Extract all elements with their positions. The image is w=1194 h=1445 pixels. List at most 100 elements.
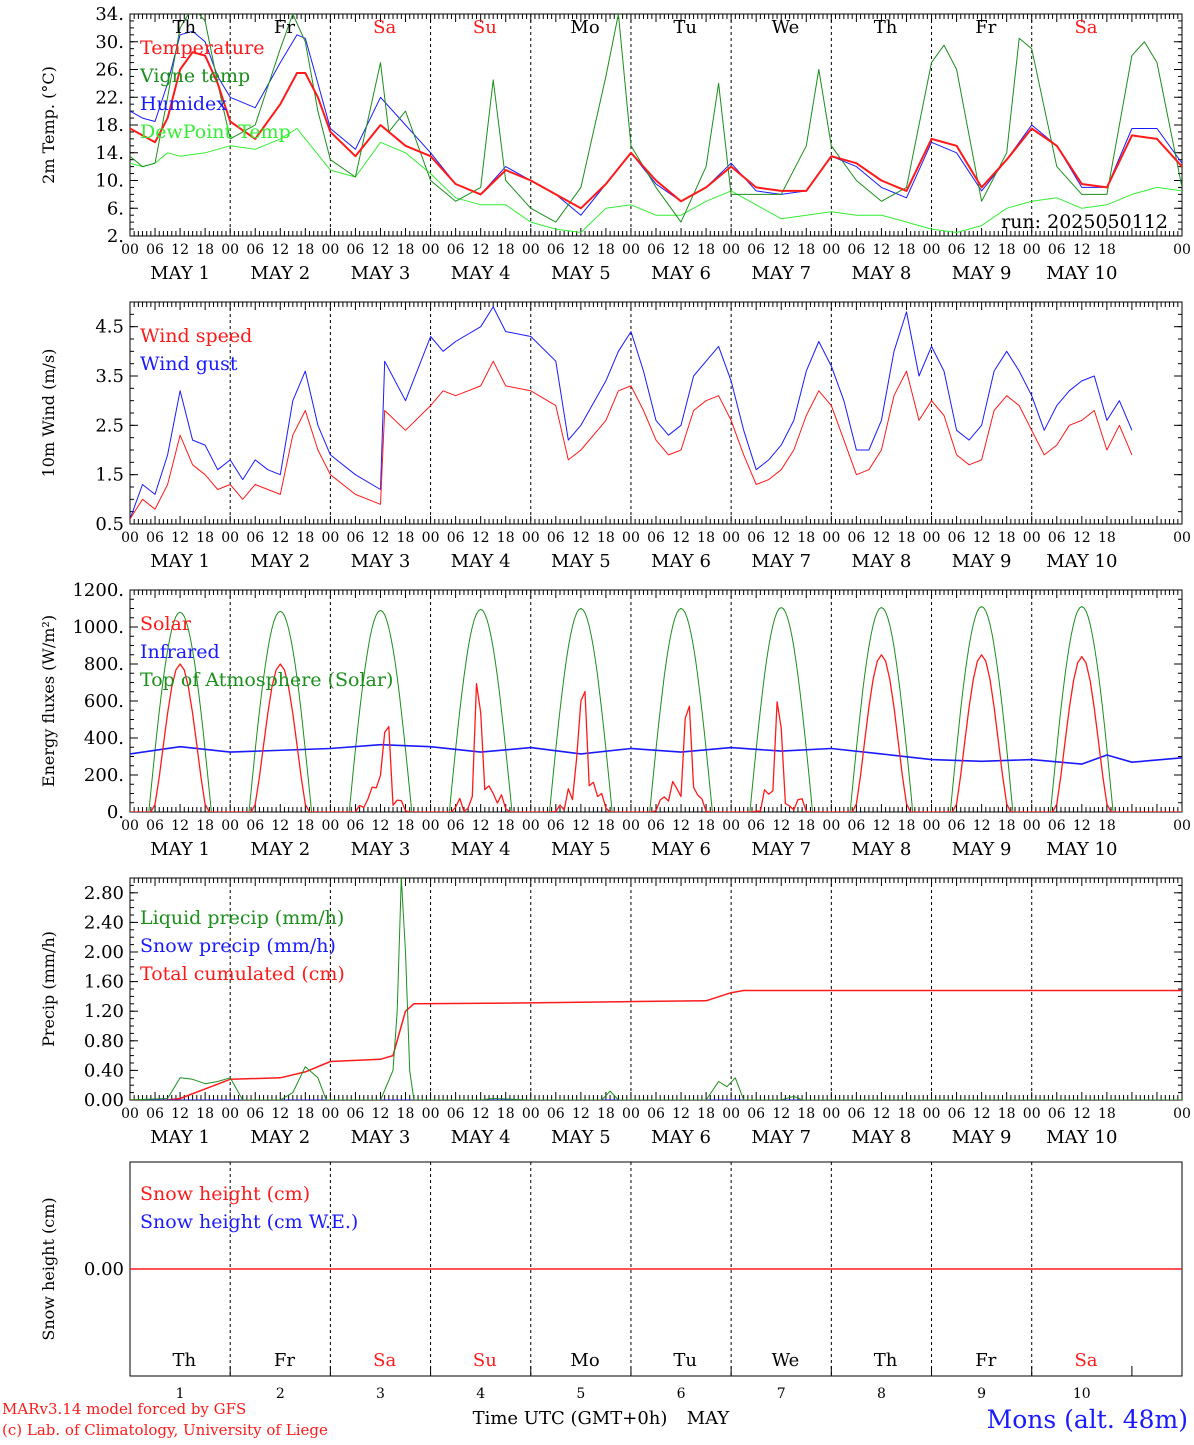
date-label: MAY 1 <box>150 1127 210 1148</box>
hour-tick-label: 12 <box>572 530 590 546</box>
date-label: MAY 2 <box>250 263 310 284</box>
hour-tick-label: 18 <box>597 242 615 258</box>
legend-entry: Snow precip (mm/h) <box>140 935 336 957</box>
legend-entry: Temperature <box>140 37 264 59</box>
hour-tick-label: 00 <box>822 530 840 546</box>
day-name-bottom: Su <box>473 1350 497 1371</box>
run-label: run: 2025050112 <box>1001 211 1168 233</box>
hour-tick-label: 06 <box>1048 530 1066 546</box>
y-tick-label: 26. <box>95 60 124 81</box>
hour-tick-label: 00 <box>722 1106 740 1122</box>
y-tick-label: 10. <box>95 171 124 192</box>
series-wind-gust <box>130 306 1133 520</box>
y-tick-label: 0. <box>107 802 124 823</box>
date-label: MAY 3 <box>351 1127 411 1148</box>
hour-tick-label: 00 <box>1173 818 1191 834</box>
hour-tick-label: 00 <box>422 1106 440 1122</box>
date-label: MAY 5 <box>551 839 611 860</box>
date-label: MAY 3 <box>351 551 411 572</box>
hour-tick-label: 18 <box>397 530 415 546</box>
day-name-bottom: Tu <box>673 1350 697 1371</box>
hour-tick-label: 00 <box>822 1106 840 1122</box>
plot-frame <box>129 301 1183 525</box>
hour-tick-label: 12 <box>873 818 891 834</box>
date-label: MAY 1 <box>150 551 210 572</box>
hour-tick-label: 00 <box>622 242 640 258</box>
hour-tick-label: 06 <box>146 818 164 834</box>
legend-entry: Infrared <box>140 641 220 663</box>
hour-tick-label: 06 <box>847 530 865 546</box>
hour-tick-label: 06 <box>547 242 565 258</box>
hour-tick-label: 00 <box>923 242 941 258</box>
hour-tick-label: 12 <box>472 242 490 258</box>
date-label: MAY 6 <box>651 551 711 572</box>
day-name-bottom: Sa <box>373 1350 396 1371</box>
y-tick-label: 0.00 <box>84 1259 124 1280</box>
hour-tick-label: 12 <box>372 242 390 258</box>
hour-tick-label: 18 <box>797 242 815 258</box>
hour-tick-label: 12 <box>271 530 289 546</box>
hour-tick-label: 12 <box>672 530 690 546</box>
series-liquid-precip-mm-h- <box>130 878 1182 1100</box>
day-number: 10 <box>1073 1386 1091 1402</box>
day-name-bottom: We <box>772 1350 800 1371</box>
legend-entry: Humidex <box>140 93 227 115</box>
hour-tick-label: 00 <box>522 818 540 834</box>
hour-tick-label: 06 <box>347 818 365 834</box>
hour-tick-label: 18 <box>597 818 615 834</box>
date-label: MAY 5 <box>551 551 611 572</box>
hour-tick-label: 12 <box>772 818 790 834</box>
hour-tick-label: 06 <box>647 818 665 834</box>
hour-tick-label: 18 <box>898 818 916 834</box>
y-tick-label: 1.5 <box>95 465 124 486</box>
series-dewpoint-temp <box>130 128 1182 233</box>
hour-tick-label: 12 <box>572 1106 590 1122</box>
hour-tick-label: 18 <box>998 242 1016 258</box>
series-total-cumulated-cm- <box>130 989 1182 1100</box>
hour-tick-label: 18 <box>296 530 314 546</box>
day-name-bottom: Fr <box>975 1350 996 1371</box>
legend-entry: Total cumulated (cm) <box>140 963 345 985</box>
hour-tick-label: 18 <box>797 1106 815 1122</box>
hour-tick-label: 06 <box>647 1106 665 1122</box>
date-label: MAY 4 <box>451 1127 511 1148</box>
day-name-top: Sa <box>1074 17 1097 38</box>
hour-tick-label: 18 <box>998 1106 1016 1122</box>
hour-tick-label: 00 <box>1173 530 1191 546</box>
date-label: MAY 2 <box>250 1127 310 1148</box>
panel-4: 0.00 0.40 0.80 1.20 1.60 2.00 2.40 2.80 Precip (… <box>39 877 1191 1148</box>
hour-tick-label: 06 <box>447 530 465 546</box>
panel-3: 0. 200. 400. 600. 800. 1000. 1200. Energy fluxe… <box>39 580 1191 860</box>
hour-tick-label: 06 <box>547 1106 565 1122</box>
hour-tick-label: 00 <box>622 530 640 546</box>
day-number: 8 <box>877 1386 886 1402</box>
day-name-bottom: Th <box>874 1350 898 1371</box>
y-axis-label: 2m Temp. (°C) <box>39 66 58 184</box>
hour-tick-label: 00 <box>622 1106 640 1122</box>
hour-tick-label: 06 <box>146 1106 164 1122</box>
y-tick-label: 1.60 <box>84 972 124 993</box>
hour-tick-label: 00 <box>321 530 339 546</box>
hour-tick-label: 18 <box>998 530 1016 546</box>
y-tick-label: 2.00 <box>84 942 124 963</box>
date-label: MAY 2 <box>250 551 310 572</box>
y-axis-label: Precip (mm/h) <box>39 931 58 1047</box>
y-tick-label: 2.5 <box>95 415 124 436</box>
hour-tick-label: 12 <box>171 1106 189 1122</box>
date-label: MAY 10 <box>1046 263 1117 284</box>
hour-tick-label: 06 <box>246 530 264 546</box>
y-tick-label: 200. <box>84 765 124 786</box>
day-number: 4 <box>476 1386 485 1402</box>
hour-tick-label: 00 <box>923 818 941 834</box>
hour-tick-label: 06 <box>447 1106 465 1122</box>
date-label: MAY 10 <box>1046 1127 1117 1148</box>
hour-tick-label: 12 <box>873 1106 891 1122</box>
hour-tick-label: 00 <box>722 242 740 258</box>
day-name-bottom: Sa <box>1074 1350 1097 1371</box>
y-tick-label: 18. <box>95 115 124 136</box>
series-group <box>130 306 1133 520</box>
hour-tick-label: 18 <box>697 818 715 834</box>
hour-tick-label: 18 <box>697 242 715 258</box>
y-tick-label: 800. <box>84 654 124 675</box>
day-name-top: Fr <box>274 17 295 38</box>
